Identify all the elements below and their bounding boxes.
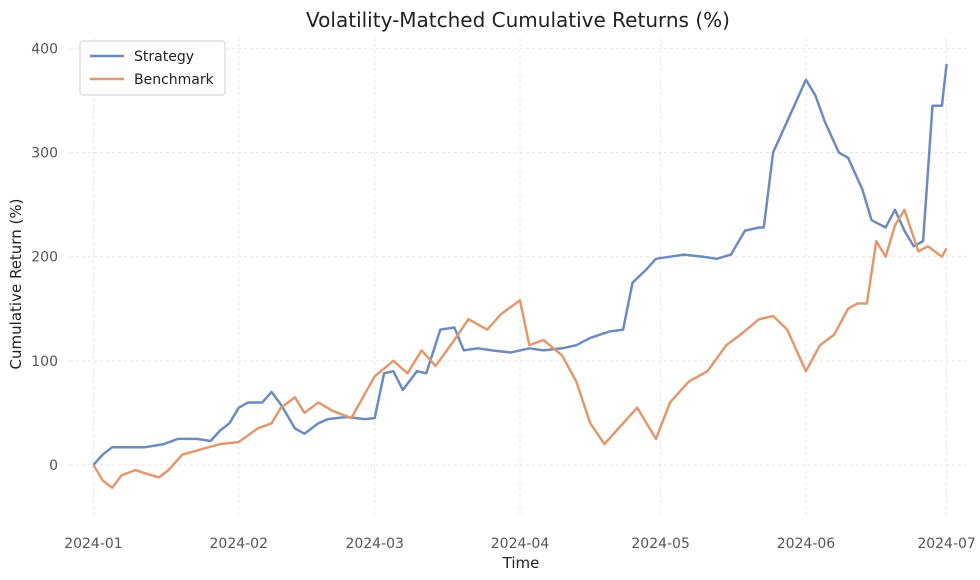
legend: Strategy Benchmark <box>79 40 226 96</box>
x-tick-label: 2024-02 <box>210 536 269 552</box>
chart-title: Volatility-Matched Cumulative Returns (%… <box>306 8 730 32</box>
series-line-benchmark <box>92 208 948 490</box>
tick-labels: 0 100 200 300 400 2024-01 2024-02 2024-03 2024-0… <box>31 41 976 552</box>
y-axis-label: Cumulative Return (%) <box>7 199 25 370</box>
x-tick-label: 2024-01 <box>64 536 123 552</box>
x-tick-label: 2024-03 <box>345 536 404 552</box>
grid <box>70 38 970 517</box>
x-tick-label: 2024-07 <box>917 536 976 552</box>
x-tick-label: 2024-06 <box>777 536 836 552</box>
legend-frame <box>79 40 226 96</box>
y-tick-label: 100 <box>31 354 58 370</box>
x-tick-label: 2024-05 <box>631 536 690 552</box>
legend-label-benchmark: Benchmark <box>134 72 215 88</box>
y-tick-label: 300 <box>31 146 58 162</box>
x-axis-label: Time <box>502 554 540 572</box>
legend-label-strategy: Strategy <box>134 49 194 65</box>
y-tick-label: 400 <box>31 41 58 57</box>
series-lines <box>92 63 948 490</box>
x-tick-label: 2024-04 <box>491 536 550 552</box>
series-line-strategy <box>92 63 948 466</box>
y-tick-label: 200 <box>31 250 58 266</box>
y-tick-label: 0 <box>49 458 58 474</box>
